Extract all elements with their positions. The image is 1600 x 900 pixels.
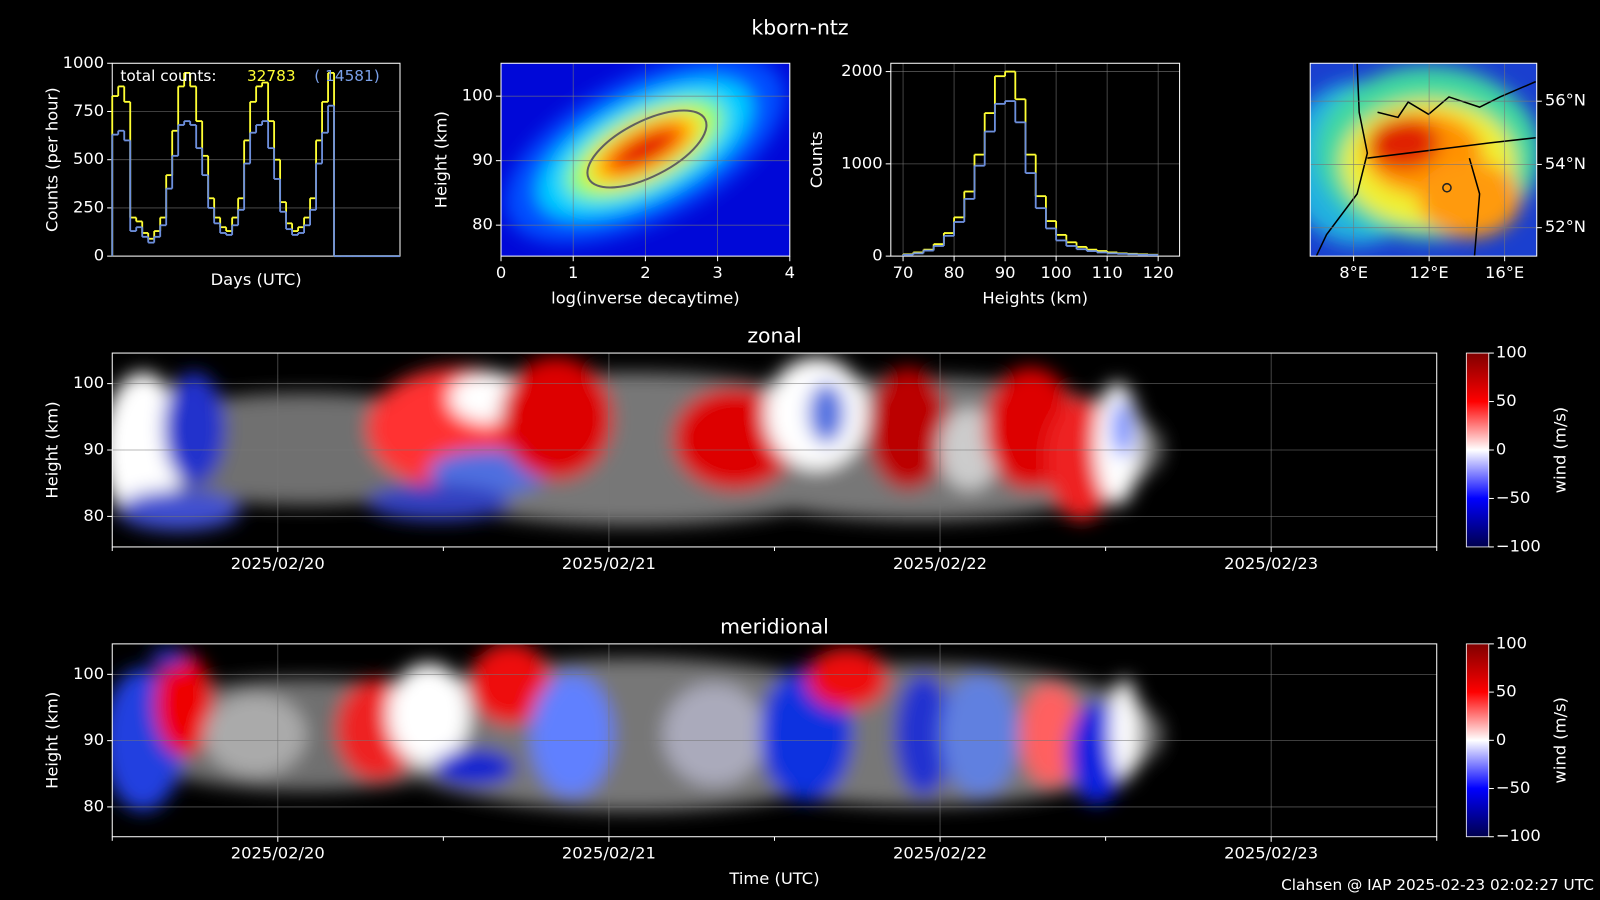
axes-frame [111, 352, 1438, 548]
axes-frame [1309, 62, 1538, 257]
y-axis-label: Counts (per hour) [43, 87, 62, 232]
y-tick-label: 100 [462, 86, 493, 105]
zonal-wind-image [112, 357, 1164, 531]
y-axis-label: Counts [807, 131, 826, 188]
colorbar-tick-label: 100 [1496, 343, 1527, 362]
density-image [501, 63, 790, 257]
axes-frame [500, 62, 791, 257]
colorbar-label: wind (m/s) [1551, 697, 1570, 783]
colorbar-tick-label: 0 [1496, 440, 1506, 459]
axes-frame [890, 62, 1181, 257]
x-tick-label: 4 [785, 263, 795, 282]
y-axis-label: Height (km) [43, 401, 62, 498]
y-tick-label: 56°N [1545, 91, 1586, 110]
x-tick-label: 120 [1143, 263, 1174, 282]
meridional-wind-image [112, 643, 1164, 812]
colorbar-tick-label: −100 [1496, 536, 1541, 555]
x-axis-label: Time (UTC) [728, 869, 819, 888]
x-tick-label: 3 [712, 263, 722, 282]
y-tick-label: 100 [73, 664, 104, 683]
x-tick-label: 16°E [1485, 263, 1524, 282]
colorbar-label: wind (m/s) [1551, 407, 1570, 493]
x-tick-label: 12°E [1410, 263, 1449, 282]
colorbar [1465, 643, 1490, 838]
y-tick-label: 2000 [841, 61, 883, 80]
y-tick-label: 100 [73, 373, 104, 392]
x-axis-label: Heights (km) [982, 288, 1088, 307]
chart-title: zonal [747, 324, 801, 348]
y-tick-label: 90 [83, 730, 104, 749]
x-tick-label: 70 [893, 263, 914, 282]
x-tick-label: 90 [995, 263, 1016, 282]
x-axis-label: log(inverse decaytime) [551, 288, 739, 307]
colorbar-tick-label: −100 [1496, 826, 1541, 845]
annotation: ( 14581) [314, 67, 379, 85]
x-tick-label: 2 [640, 263, 650, 282]
y-tick-label: 90 [83, 440, 104, 459]
x-tick-label: 2025/02/23 [1224, 554, 1318, 573]
x-tick-label: 2025/02/22 [893, 554, 987, 573]
y-tick-label: 90 [472, 150, 493, 169]
x-axis-label: Days (UTC) [211, 270, 302, 289]
y-axis-label: Height (km) [431, 111, 450, 208]
y-tick-label: 250 [73, 197, 104, 216]
colorbar-tick-label: 50 [1496, 391, 1517, 410]
map-image [1310, 63, 1537, 257]
colorbar-tick-label: 50 [1496, 682, 1517, 701]
axes-frame [111, 643, 1438, 838]
x-tick-label: 2025/02/21 [562, 554, 656, 573]
x-tick-label: 2025/02/23 [1224, 844, 1318, 863]
annotation: total counts: [120, 67, 216, 85]
x-tick-label: 2025/02/20 [231, 844, 325, 863]
footer: Clahsen @ IAP 2025-02-23 02:02:27 UTC [1281, 876, 1594, 894]
x-tick-label: 2025/02/21 [562, 844, 656, 863]
colorbar-tick-label: −50 [1496, 488, 1530, 507]
y-tick-label: 80 [472, 215, 493, 234]
x-tick-label: 1 [568, 263, 578, 282]
y-tick-label: 500 [73, 149, 104, 168]
x-tick-label: 8°E [1339, 263, 1368, 282]
x-tick-label: 2025/02/20 [231, 554, 325, 573]
y-tick-label: 0 [872, 246, 882, 265]
colorbar-tick-label: 100 [1496, 633, 1527, 652]
colorbar [1465, 352, 1490, 548]
x-tick-label: 80 [944, 263, 965, 282]
x-tick-label: 100 [1041, 263, 1072, 282]
y-tick-label: 52°N [1545, 217, 1586, 236]
x-tick-label: 110 [1092, 263, 1123, 282]
colorbar-tick-label: 0 [1496, 730, 1506, 749]
x-tick-label: 0 [496, 263, 506, 282]
y-tick-label: 80 [83, 796, 104, 815]
figure-title: kborn-ntz [751, 16, 848, 40]
y-tick-label: 1000 [841, 153, 883, 172]
y-tick-label: 750 [73, 101, 104, 120]
y-tick-label: 0 [94, 246, 104, 265]
colorbar-tick-label: −50 [1496, 778, 1530, 797]
x-tick-label: 2025/02/22 [893, 844, 987, 863]
y-tick-label: 80 [83, 506, 104, 525]
y-tick-label: 1000 [63, 53, 105, 72]
y-axis-label: Height (km) [43, 692, 62, 789]
chart-title: meridional [720, 615, 829, 639]
annotation: 32783 [247, 67, 296, 85]
y-tick-label: 54°N [1545, 154, 1586, 173]
